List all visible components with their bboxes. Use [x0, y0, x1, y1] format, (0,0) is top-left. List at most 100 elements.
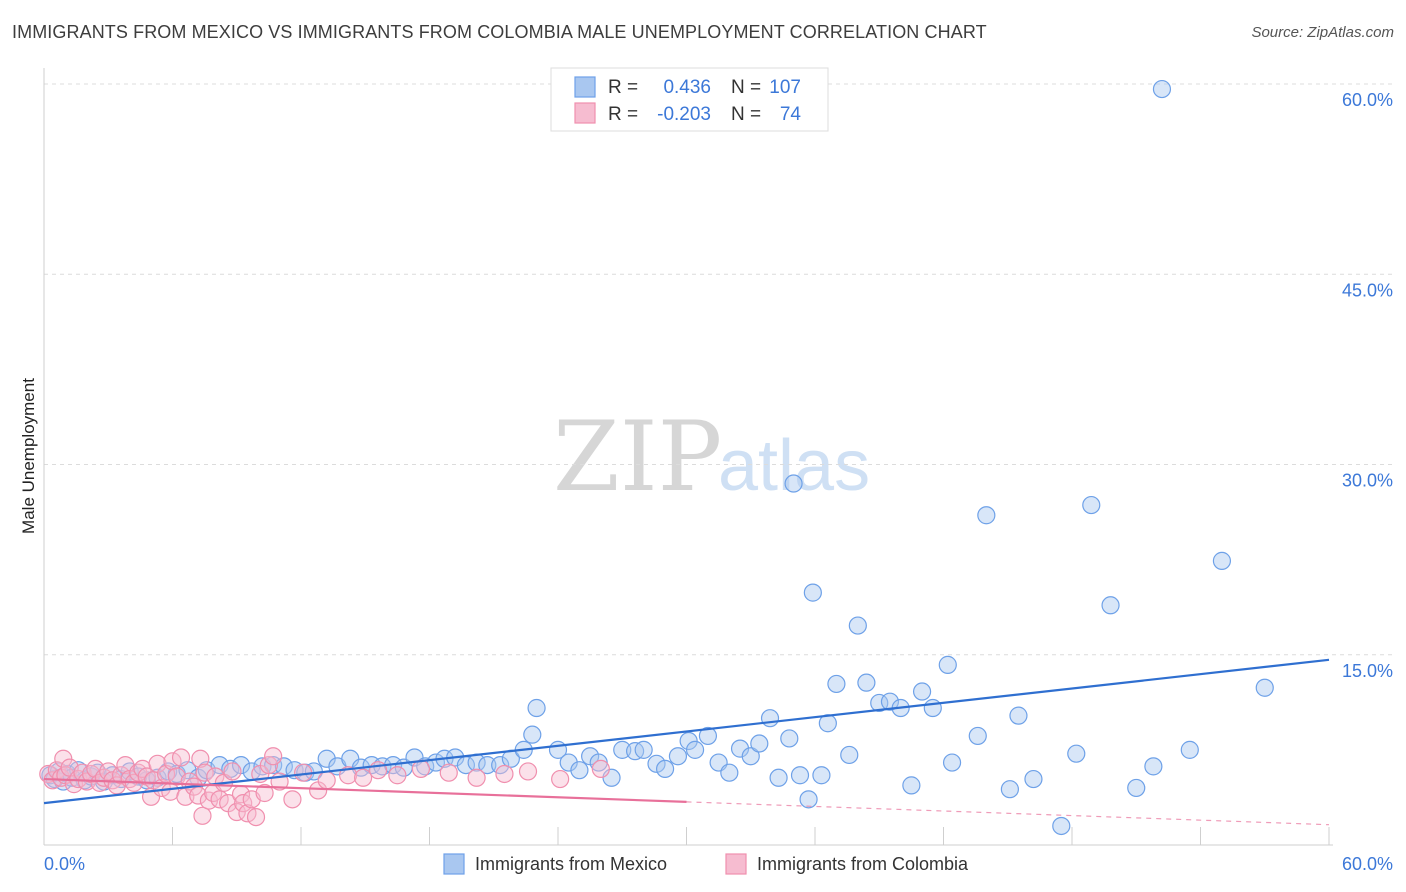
colombia-point — [238, 804, 257, 823]
mexico-point — [1024, 769, 1043, 789]
y-tick-labels: 15.0% 30.0% 45.0% 60.0% — [1342, 90, 1393, 681]
mexico-point — [655, 759, 675, 779]
watermark-zip: ZIP — [553, 401, 722, 513]
colombia-point — [255, 783, 274, 803]
colombia-point — [246, 807, 266, 827]
mexico-point — [668, 747, 688, 766]
legend-r-value-mexico: 0.436 — [663, 77, 711, 98]
colombia-point — [171, 748, 191, 767]
bottom-legend-label-colombia: Immigrants from Colombia — [757, 854, 969, 874]
colombia-point — [591, 759, 610, 779]
colombia-point — [259, 755, 278, 775]
mexico-point — [1144, 757, 1163, 776]
mexico-point — [1067, 744, 1086, 763]
legend-swatch-mexico — [574, 76, 596, 98]
mexico-point — [923, 698, 942, 718]
legend-n-label-colombia: N = — [731, 104, 761, 125]
legend-n-label-mexico: N = — [731, 77, 761, 98]
mexico-point — [977, 506, 996, 525]
legend-swatch-colombia — [574, 102, 596, 124]
colombia-trend-line-dashed — [686, 801, 1330, 826]
colombia-point — [223, 762, 242, 781]
colombia-point — [551, 769, 570, 789]
mexico-point — [760, 709, 780, 728]
colombia-point — [191, 749, 210, 768]
colombia-point — [264, 747, 283, 766]
mexico-point — [1152, 79, 1172, 99]
mexico-point — [698, 726, 718, 746]
bottom-legend-label-mexico: Immigrants from Mexico — [475, 854, 667, 874]
legend-r-value-colombia: -0.203 — [657, 104, 711, 125]
mexico-point — [741, 747, 760, 766]
colombia-point — [283, 790, 302, 809]
colombia-point — [234, 794, 253, 813]
colombia-point — [495, 764, 514, 784]
mexico-point — [634, 740, 653, 759]
y-tick-label-15: 15.0% — [1342, 661, 1393, 681]
watermark-atlas: atlas — [718, 426, 870, 506]
legend-n-value-mexico: 107 — [769, 77, 801, 98]
colombia-point — [388, 766, 407, 785]
mexico-point — [685, 740, 705, 759]
legend-r-label-mexico: R = — [608, 77, 638, 98]
mexico-point — [679, 731, 698, 751]
colombia-point — [467, 768, 486, 787]
mexico-point — [780, 729, 799, 748]
mexico-point — [803, 583, 822, 602]
mexico-point — [968, 726, 987, 746]
bottom-legend: Immigrants from Mexico Immigrants from C… — [443, 853, 969, 875]
mexico-point — [1052, 816, 1071, 836]
mexico-trend-line — [43, 658, 1330, 805]
mexico-point — [938, 655, 957, 674]
colombia-point — [439, 763, 458, 782]
trend-lines — [43, 658, 1330, 826]
colombia-point — [339, 766, 358, 785]
mexico-point — [857, 673, 876, 692]
colombia-point — [195, 763, 214, 782]
y-tick-label-45: 45.0% — [1342, 280, 1393, 300]
x-tick-label-max: 60.0% — [1342, 854, 1393, 874]
mexico-point — [769, 768, 788, 787]
mexico-point — [840, 745, 859, 765]
mexico-point — [1082, 495, 1101, 515]
chart-title: IMMIGRANTS FROM MEXICO VS IMMIGRANTS FRO… — [12, 22, 987, 42]
colombia-trend-line-solid — [43, 777, 687, 803]
mexico-point — [827, 674, 846, 694]
bottom-legend-swatch-colombia — [725, 853, 747, 875]
mexico-point — [912, 682, 932, 701]
mexico-point — [1101, 596, 1120, 615]
mexico-point — [523, 725, 542, 744]
mexico-point — [647, 754, 666, 773]
top-legend: R = 0.436 N = 107 R = -0.203 N = 74 — [550, 67, 829, 132]
legend-box — [550, 67, 829, 132]
mexico-point — [880, 692, 900, 711]
bottom-legend-swatch-mexico — [443, 853, 465, 875]
mexico-point — [1255, 678, 1274, 697]
mexico-point — [942, 753, 962, 772]
colombia-point — [411, 759, 431, 779]
mexico-point — [750, 734, 769, 753]
colombia-point — [518, 762, 538, 781]
mexico-point — [1212, 551, 1232, 570]
mexico-point — [848, 616, 867, 635]
x-axis-ticks — [43, 827, 1330, 845]
mexico-point — [1180, 740, 1199, 759]
mexico-point — [491, 755, 510, 775]
mexico-point — [613, 740, 632, 759]
y-tick-label-30: 30.0% — [1342, 471, 1393, 491]
mexico-point — [902, 776, 921, 795]
mexico-point — [1127, 778, 1146, 798]
colombia-point — [354, 768, 373, 787]
source-note: Source: ZipAtlas.com — [1251, 24, 1394, 41]
colombia-point — [317, 771, 336, 790]
mexico-point — [784, 474, 803, 493]
mexico-point — [478, 755, 497, 775]
x-tick-label-min: 0.0% — [44, 854, 85, 874]
y-tick-label-60: 60.0% — [1342, 90, 1393, 110]
mexico-point — [570, 761, 589, 780]
mexico-point — [799, 790, 818, 809]
mexico-point — [527, 698, 546, 718]
mexico-point — [1009, 706, 1028, 725]
mexico-point — [1000, 780, 1019, 799]
